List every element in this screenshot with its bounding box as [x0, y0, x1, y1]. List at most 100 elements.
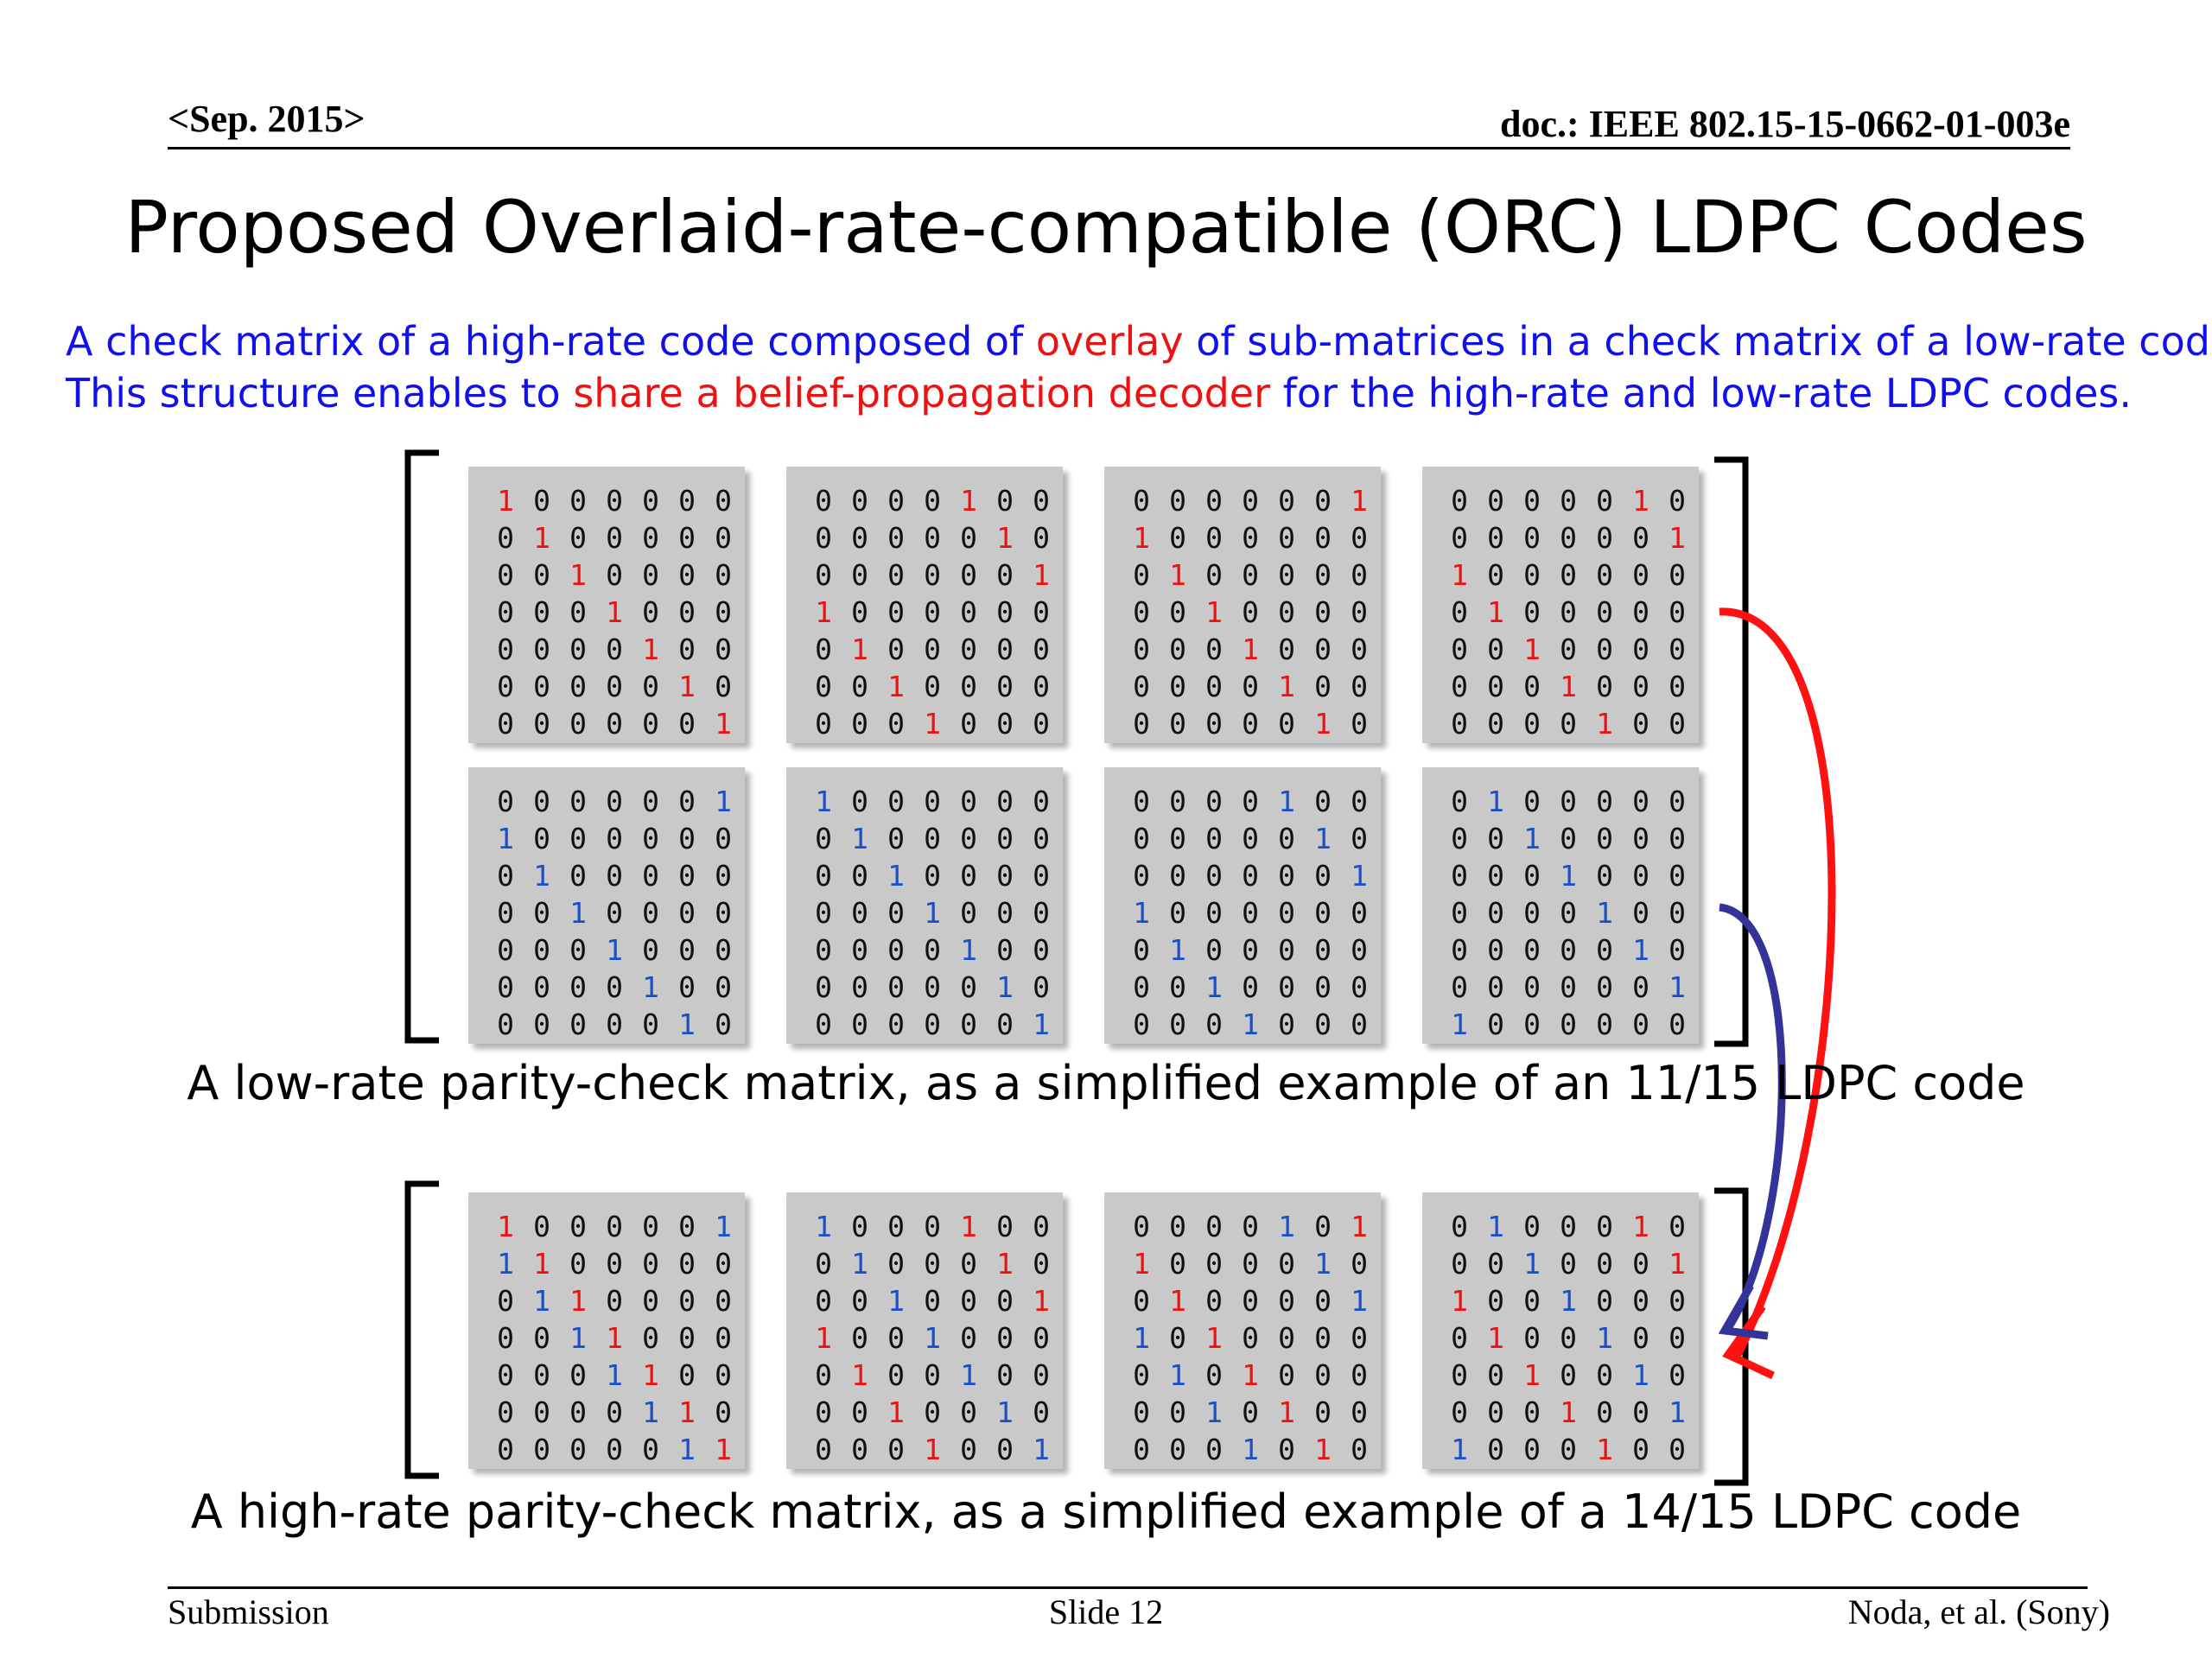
matrix-cell: 0: [1351, 1007, 1368, 1041]
matrix-cell: 1: [1133, 896, 1150, 930]
matrix-cell: 0: [996, 822, 1014, 855]
matrix-cell: 0: [996, 896, 1014, 930]
matrix-cell: 0: [1669, 484, 1686, 518]
matrix-cell: 1: [1669, 521, 1686, 555]
matrix-cell: 0: [887, 707, 905, 741]
matrix-cell: 0: [887, 1247, 905, 1281]
matrix-cell: 0: [851, 521, 868, 555]
matrix-cell: 0: [569, 970, 587, 1004]
matrix-cell: 0: [1596, 1210, 1613, 1243]
matrix-cell: 0: [1669, 1284, 1686, 1318]
matrix-cell: 0: [1596, 933, 1613, 967]
matrix-cell: 0: [569, 1433, 587, 1466]
matrix-cell: 1: [924, 1433, 941, 1466]
matrix-cell: 0: [1669, 1007, 1686, 1041]
matrix-cell: 0: [533, 1395, 550, 1429]
matrix-cell: 1: [715, 1210, 732, 1243]
matrix-cell: 0: [1169, 521, 1186, 555]
matrix-cell: 0: [887, 1007, 905, 1041]
matrix-cell: 0: [960, 521, 977, 555]
matrix-cell: 0: [960, 785, 977, 818]
matrix-cell: 0: [1205, 632, 1223, 666]
matrix-cell: 0: [1523, 785, 1541, 818]
matrix-cell: 0: [1669, 595, 1686, 629]
matrix-cell: 0: [715, 1321, 732, 1355]
matrix-cell: 0: [1169, 632, 1186, 666]
matrix-cell: 1: [851, 822, 868, 855]
matrix-cell: 0: [1205, 1433, 1223, 1466]
matrix-cell: 0: [960, 558, 977, 592]
matrix-cell: 0: [1523, 1433, 1541, 1466]
matrix-cell: 0: [533, 822, 550, 855]
matrix-cell: 1: [569, 896, 587, 930]
matrix-cell: 0: [715, 670, 732, 703]
matrix-cell: 0: [497, 1433, 514, 1466]
matrix-cell: 0: [678, 484, 696, 518]
matrix-cell: 0: [1351, 670, 1368, 703]
matrix-cell: 0: [497, 521, 514, 555]
matrix-cell: 0: [497, 1321, 514, 1355]
matrix-cell: 0: [1205, 1247, 1223, 1281]
matrix-cell: 0: [1278, 933, 1295, 967]
matrix-cell: 0: [1632, 1007, 1649, 1041]
matrix-cell: 0: [1351, 632, 1368, 666]
matrix-cell: 0: [1596, 521, 1613, 555]
matrix-cell: 0: [1560, 933, 1577, 967]
matrix-cell: 0: [1669, 822, 1686, 855]
matrix-cell: 0: [1169, 484, 1186, 518]
matrix-cell: 0: [1314, 1284, 1332, 1318]
matrix-cell: 0: [1351, 707, 1368, 741]
matrix-cell: 0: [606, 1007, 623, 1041]
matrix-cell: 0: [1351, 1321, 1368, 1355]
matrix-cell: 0: [1669, 933, 1686, 967]
matrix-cell: 0: [996, 595, 1014, 629]
matrix-cell: 0: [851, 1210, 868, 1243]
matrix-cell: 0: [1033, 970, 1050, 1004]
matrix-cell: 0: [1487, 1358, 1504, 1392]
matrix-cell: 0: [887, 1321, 905, 1355]
matrix-cell: 0: [851, 1395, 868, 1429]
matrix-cell: 0: [1351, 785, 1368, 818]
matrix-cell: 0: [606, 896, 623, 930]
matrix-cell: 1: [1133, 521, 1150, 555]
matrix-cell: 0: [1632, 1433, 1649, 1466]
matrix-cell: 0: [497, 1395, 514, 1429]
matrix-cell: 0: [815, 521, 832, 555]
matrix-cell: 0: [497, 896, 514, 930]
matrix-cell: 0: [715, 632, 732, 666]
matrix-cell: 0: [497, 1284, 514, 1318]
matrix-cell: 0: [1133, 595, 1150, 629]
matrix-cell: 0: [1169, 1247, 1186, 1281]
matrix-cell: 0: [1205, 933, 1223, 967]
matrix-cell: 0: [1632, 1247, 1649, 1281]
matrix-cell: 0: [1451, 970, 1468, 1004]
matrix-cell: 1: [1242, 632, 1259, 666]
matrix-cell: 1: [678, 670, 696, 703]
matrix-cell: 0: [924, 970, 941, 1004]
intro-line-1-highlight: overlay: [1035, 318, 1184, 365]
matrix-cell: 0: [678, 970, 696, 1004]
matrix-cell: 0: [960, 1433, 977, 1466]
low-left-bracket: [404, 449, 439, 1044]
matrix-cell: 0: [1205, 1284, 1223, 1318]
matrix-cell: 0: [1596, 558, 1613, 592]
matrix-cell: 0: [715, 484, 732, 518]
matrix-cell: 0: [1560, 521, 1577, 555]
matrix-cell: 0: [996, 1007, 1014, 1041]
matrix-cell: 0: [606, 670, 623, 703]
matrix-cell: 0: [1451, 859, 1468, 893]
matrix-cell: 0: [1205, 558, 1223, 592]
matrix-cell: 0: [569, 1247, 587, 1281]
matrix-cell: 0: [1451, 933, 1468, 967]
matrix-cell: 1: [1596, 1433, 1613, 1466]
blue-overlay-arrow: [1719, 903, 1786, 1333]
matrix-cell: 0: [497, 970, 514, 1004]
matrix-cell: 1: [851, 632, 868, 666]
matrix-cell: 0: [1523, 933, 1541, 967]
matrix-cell: 0: [1242, 1247, 1259, 1281]
matrix-cell: 0: [533, 558, 550, 592]
